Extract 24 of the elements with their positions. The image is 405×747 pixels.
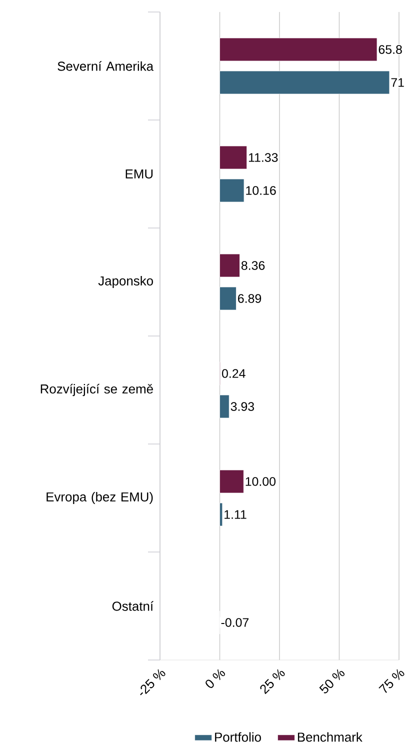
data-label: 71 <box>391 78 404 87</box>
data-label: 11.33 <box>248 153 278 162</box>
data-label: 65.8 <box>378 45 402 54</box>
x-tick-label: 50 % <box>319 669 345 694</box>
y-tick-label: Ostatní <box>112 601 154 611</box>
x-tick-label: 75 % <box>378 669 404 693</box>
data-label: 6.89 <box>238 294 262 303</box>
y-tick-label: Japonsko <box>98 276 153 288</box>
y-tick-label: EMU <box>126 169 153 179</box>
y-tick-label: Evropa (bez EMU) <box>46 492 153 504</box>
y-tick-label: Rozvíjející se země <box>40 384 153 396</box>
legend-label: Portfolio <box>215 732 261 742</box>
x-tick-label: -25 % <box>140 669 166 696</box>
data-label: 10.16 <box>246 186 276 195</box>
data-label: 3.93 <box>230 402 254 411</box>
data-label: 0.24 <box>222 369 246 378</box>
legend-label: Benchmark <box>298 732 362 742</box>
y-tick-label: Severní Amerika <box>58 61 154 71</box>
data-label: 10.00 <box>246 477 276 486</box>
data-label: -0.07 <box>221 618 249 627</box>
x-tick-label: 0 % <box>206 669 226 688</box>
x-tick-label: 25 % <box>260 669 285 694</box>
data-label: 1.11 <box>224 510 246 519</box>
data-label: 8.36 <box>241 261 265 270</box>
